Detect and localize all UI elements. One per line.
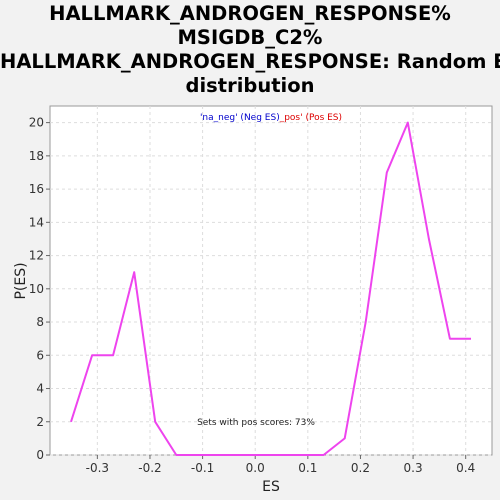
x-tick-label: 0.0 [246,461,265,475]
y-tick-label: 2 [36,415,44,429]
x-tick-label: 0.4 [456,461,475,475]
title-line-2: MSIGDB_C2% [177,26,323,49]
plot-area [49,105,493,456]
chart-title: HALLMARK_ANDROGEN_RESPONSE% MSIGDB_C2% H… [0,2,500,98]
title-line-4: distribution [185,74,315,97]
title-line-1: HALLMARK_ANDROGEN_RESPONSE% [49,2,451,25]
legend: 'na_neg' (Neg ES)_pos' (Pos ES) [200,113,342,123]
y-tick-label: 16 [29,182,44,196]
x-tick-label: -0.3 [86,461,109,475]
y-tick-label: 14 [29,215,44,229]
legend-separator: _ [279,113,285,123]
legend-neg-label: 'na_neg' (Neg ES) [200,113,280,123]
x-axis-title: ES [262,479,280,495]
x-tick-label: 0.1 [298,461,317,475]
x-tick-label: 0.2 [351,461,370,475]
y-tick-label: 4 [36,382,44,396]
y-ticks: 0 2 4 6 8 10 12 14 16 18 20 [29,116,50,462]
y-tick-label: 18 [29,149,44,163]
x-tick-label: 0.3 [404,461,423,475]
x-ticks: -0.3 -0.2 -0.1 0.0 0.1 0.2 0.3 0.4 [86,455,475,475]
series-line [70,121,471,456]
series-group [70,121,471,456]
y-tick-label: 8 [36,315,44,329]
grid [50,106,492,456]
y-axis-title: P(ES) [13,262,29,299]
y-tick-label: 10 [29,282,44,296]
x-tick-label: -0.1 [191,461,214,475]
title-line-3: HALLMARK_ANDROGEN_RESPONSE: Random ES [0,50,500,73]
x-tick-label: -0.2 [138,461,161,475]
legend-pos-label: pos' (Pos ES) [284,113,342,123]
y-tick-label: 6 [36,348,44,362]
y-tick-label: 0 [36,448,44,462]
y-tick-label: 12 [29,249,44,263]
y-tick-label: 20 [29,116,44,130]
annotation-pos-scores: Sets with pos scores: 73% [197,418,315,428]
